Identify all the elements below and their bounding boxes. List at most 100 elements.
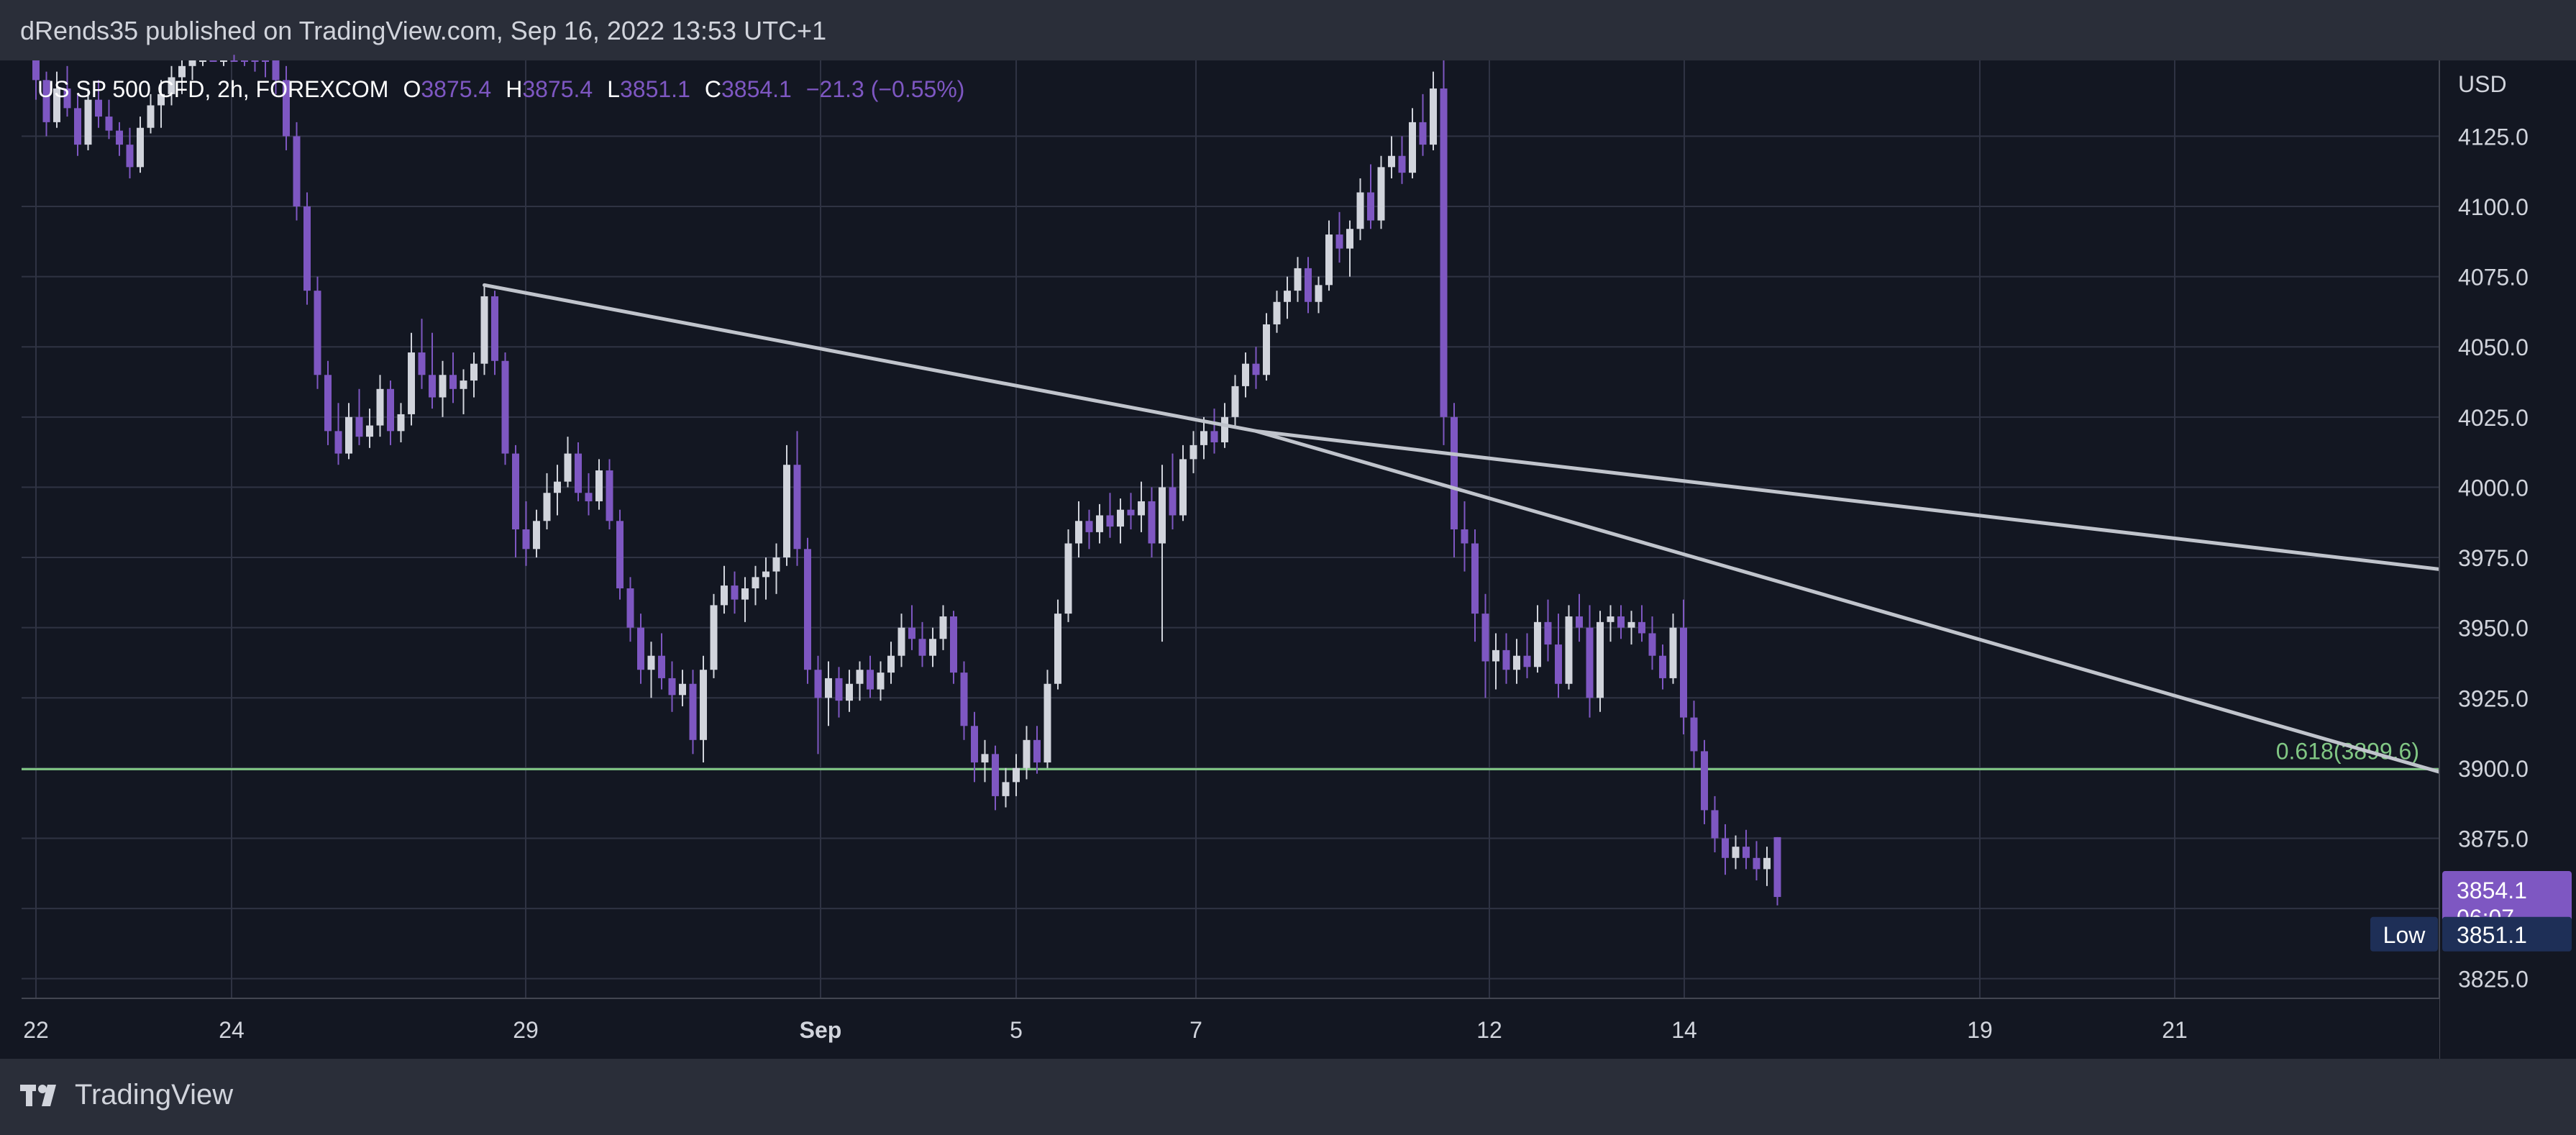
x-tick-label: 7 (1189, 1017, 1202, 1043)
candle-body (1690, 717, 1698, 752)
candle-body (1315, 285, 1323, 302)
candle-body (783, 465, 790, 558)
candle-body (449, 375, 457, 389)
candle-body (741, 588, 749, 600)
candle-body (1732, 847, 1740, 858)
candle-body (262, 60, 269, 62)
candle-body (564, 453, 572, 482)
candle-body (1627, 621, 1635, 628)
candle-body (1252, 363, 1260, 375)
candle-body (533, 521, 540, 550)
candle-body (762, 571, 769, 578)
candle-body (793, 465, 801, 550)
candle-body (491, 296, 498, 361)
candle-body (1617, 616, 1625, 628)
candle-body (887, 655, 895, 673)
candle-body (1576, 616, 1583, 628)
candle-body (898, 627, 905, 656)
candle-body (345, 416, 352, 454)
candle-body (543, 493, 551, 521)
candle-body (1325, 234, 1333, 286)
candle-body (460, 380, 467, 389)
candle-body (835, 678, 843, 701)
candle-body (1711, 810, 1719, 839)
candle-body (116, 130, 123, 145)
candle-body (126, 145, 134, 168)
candle-body (220, 60, 227, 62)
candle-body (283, 80, 290, 137)
candle-body (1502, 649, 1510, 670)
candle-body (199, 60, 206, 62)
candle-body (689, 683, 697, 740)
candle-body (512, 453, 519, 529)
candle-body (1377, 167, 1385, 221)
candle-body (1159, 487, 1166, 544)
candle-body (53, 88, 60, 122)
high-label: H (506, 76, 523, 102)
candle-body (971, 726, 978, 763)
candle-body (230, 60, 238, 62)
x-tick-label: 19 (1967, 1017, 1993, 1043)
candle-body (981, 754, 989, 763)
candle-body (84, 99, 92, 145)
candle-body (387, 388, 394, 432)
candle-body (1356, 192, 1364, 229)
low-value: 3851.1 (619, 76, 690, 102)
candle-body (1638, 621, 1645, 634)
candle-body (1388, 155, 1395, 168)
candle-body (1002, 782, 1010, 796)
candle-body (1013, 767, 1020, 783)
candle-body (272, 60, 280, 81)
x-tick-label: 22 (23, 1017, 49, 1043)
candle-body (314, 291, 321, 375)
candle-body (867, 670, 874, 690)
candle-body (1451, 416, 1458, 529)
candle-body (1138, 501, 1145, 516)
candle-body (522, 529, 530, 550)
candle-body (1096, 515, 1103, 532)
candle-body (1148, 501, 1156, 544)
candle-body (1106, 515, 1114, 527)
time-axis-background (0, 999, 2439, 1059)
candle-body (992, 754, 999, 796)
y-tick-label: 3975.0 (2458, 545, 2529, 571)
change-value: −21.3 (−0.55%) (805, 76, 965, 102)
price-chart[interactable]: 0.618(3899.6)USD3825.03875.03900.03925.0… (0, 0, 2576, 1059)
candle-body (1481, 614, 1489, 662)
candle-body (241, 60, 248, 62)
candle-body (1669, 627, 1677, 678)
candle-body (1409, 122, 1416, 173)
footer-bar (0, 1059, 2576, 1135)
candle-body (1200, 431, 1207, 445)
candle-body (376, 388, 384, 426)
candle-body (1263, 324, 1270, 375)
candle-body (251, 60, 259, 62)
candle-body (1231, 386, 1239, 417)
candle-body (1273, 301, 1281, 324)
tradingview-brand[interactable]: TradingView (20, 1079, 233, 1111)
x-tick-label: 5 (1010, 1017, 1023, 1043)
y-tick-label: 4075.0 (2458, 265, 2529, 291)
candle-body (480, 296, 488, 364)
candle-body (960, 673, 968, 726)
candle-body (1597, 621, 1604, 698)
candle-body (752, 577, 759, 588)
candle-body (908, 627, 915, 639)
candle-body (1284, 291, 1291, 302)
candle-body (439, 375, 447, 398)
low-tag-label: Low (2383, 922, 2426, 948)
candle-body (595, 470, 603, 501)
candle-body (293, 136, 301, 207)
candle-body (1398, 155, 1406, 173)
tradingview-logo-icon (20, 1084, 56, 1106)
candle-body (585, 493, 593, 501)
candle-body (1743, 847, 1750, 858)
candle-body (1221, 416, 1228, 442)
close-label: C (704, 76, 721, 102)
candle-body (157, 94, 165, 106)
candle-body (429, 375, 436, 398)
candle-body (950, 616, 957, 673)
candle-body (1305, 268, 1312, 302)
y-tick-label: 4125.0 (2458, 124, 2529, 150)
candle-body (1189, 445, 1197, 460)
